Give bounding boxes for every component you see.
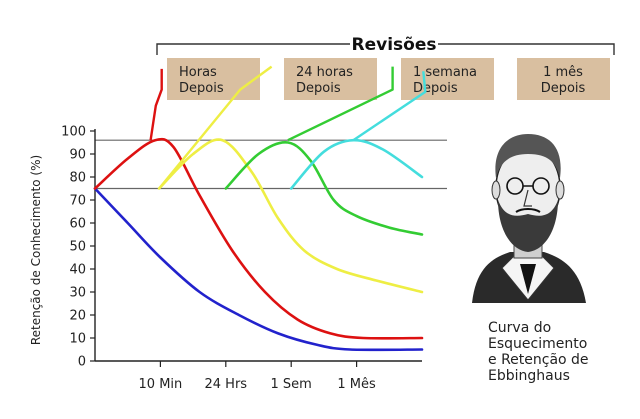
y-tick-label-100: 100: [61, 125, 86, 140]
y-tick-label-90: 90: [69, 148, 86, 163]
caption-line-4: Ebbinghaus: [488, 368, 570, 384]
review-box-bg-0: [167, 58, 260, 100]
review-marker-2: [287, 66, 394, 142]
review-box-text-2-0: 1 semana: [413, 65, 477, 80]
review-box-text-3-0: 1 mês: [543, 65, 583, 80]
caption: Curva do Esquecimento e Retenção de Ebbi…: [488, 320, 589, 384]
x-tick-label-1: 24 Hrs: [205, 377, 248, 392]
review-box-bg-2: [401, 58, 494, 100]
bracket-left: [156, 43, 350, 55]
review-box-text-0-0: Horas: [179, 65, 217, 80]
y-tick-label-30: 30: [69, 286, 86, 301]
y-tick-label-80: 80: [69, 171, 86, 186]
review-box-bg-3: [517, 58, 610, 100]
x-tick-label-2: 1 Sem: [271, 377, 312, 392]
series-line-1: [93, 137, 424, 340]
review-marker-3: [352, 71, 427, 142]
y-tick-label-0: 0: [78, 355, 86, 370]
review-box-bg-1: [284, 58, 377, 100]
caption-line-3: e Retenção de: [488, 352, 589, 368]
y-tick-label-50: 50: [69, 240, 86, 255]
review-box-text-0-1: Depois: [179, 81, 224, 96]
rising-markers: [149, 65, 427, 190]
bracket-right: [438, 43, 615, 55]
review-box-text-2-1: Depois: [413, 81, 458, 96]
ebbinghaus-portrait-icon: [472, 134, 586, 303]
y-tick-label-10: 10: [69, 332, 86, 347]
review-box-text-1-1: Depois: [296, 81, 341, 96]
y-tick-label-20: 20: [69, 309, 86, 324]
review-box-text-1-0: 24 horas: [296, 65, 353, 80]
y-tick-label-40: 40: [69, 263, 86, 278]
review-marker-1: [158, 65, 273, 190]
series-line-3: [224, 141, 424, 236]
review-marker-0: [149, 68, 163, 141]
revisoes-label: Revisões: [352, 35, 437, 55]
y-axis-label: Retenção de Conhecimento (%): [29, 155, 43, 345]
series-line-0: [93, 187, 424, 352]
series-line-2: [157, 138, 424, 294]
caption-line-1: Curva do: [488, 320, 552, 336]
review-box-text-3-1: Depois: [541, 81, 586, 96]
x-tick-label-0: 10 Min: [139, 377, 183, 392]
caption-line-2: Esquecimento: [488, 336, 588, 352]
axes: 0 10 20 30 40 50 60 70 80 90 100 10 Min 24 Hrs 1 Sem 1…: [29, 125, 422, 392]
series: [93, 137, 424, 352]
y-tick-label-60: 60: [69, 217, 86, 232]
x-tick-label-3: 1 Mês: [337, 377, 376, 392]
y-tick-label-70: 70: [69, 194, 86, 209]
revisoes-bracket: Revisões: [156, 35, 615, 55]
series-line-4: [289, 138, 424, 190]
